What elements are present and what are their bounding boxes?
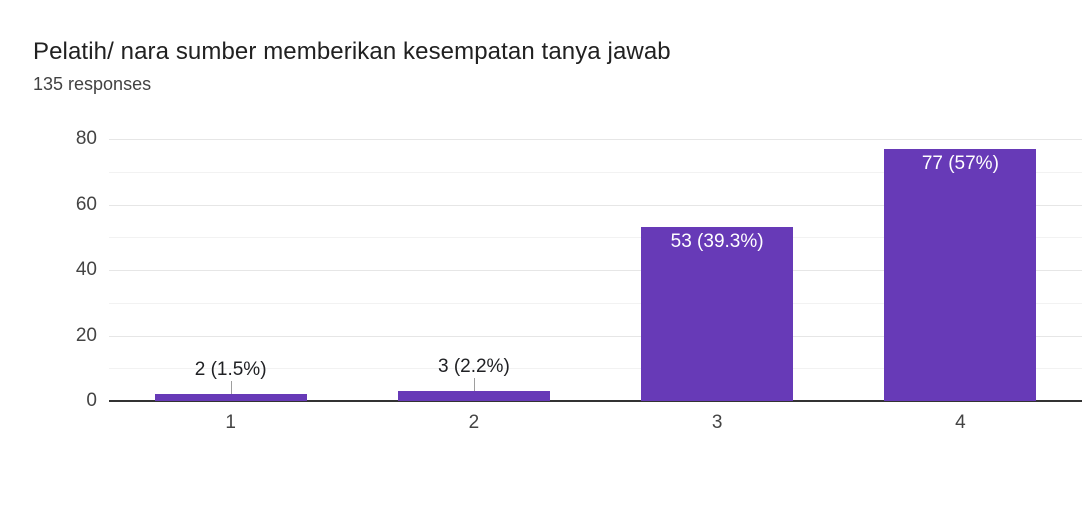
y-axis-tick-label: 60 xyxy=(75,193,97,215)
y-axis-tick-label: 40 xyxy=(75,259,97,280)
bar-category-1[interactable] xyxy=(154,394,307,401)
major-gridline xyxy=(109,139,1082,140)
bar-value-label: 2 (1.5%) xyxy=(194,359,267,380)
major-gridline xyxy=(109,204,1082,206)
minor-gridline xyxy=(109,302,1082,304)
y-axis-tick-label: 20 xyxy=(75,324,97,346)
bar-value-label: 3 (2.2%) xyxy=(437,356,510,377)
bar-category-4[interactable] xyxy=(884,149,1037,401)
question-title: Pelatih/ nara sumber memberikan kesempat… xyxy=(33,38,671,65)
responses-count: 135 responses xyxy=(33,74,152,94)
bar-category-3[interactable] xyxy=(641,227,794,401)
x-axis-tick-label: 4 xyxy=(955,412,966,433)
x-axis-baseline xyxy=(109,400,1082,402)
x-axis-tick-label: 2 xyxy=(468,412,480,433)
y-axis-tick-label: 80 xyxy=(75,128,97,149)
minor-gridline xyxy=(109,368,1082,370)
major-gridline xyxy=(109,335,1082,337)
minor-gridline xyxy=(109,171,1082,173)
minor-gridline xyxy=(109,237,1082,239)
bar-value-label: 77 (57%) xyxy=(921,153,999,174)
annotation-leader-line xyxy=(473,378,475,391)
annotation-leader-line xyxy=(230,381,232,394)
x-axis-tick-label: 3 xyxy=(711,412,723,433)
bar-value-label: 53 (39.3%) xyxy=(670,231,764,252)
x-axis-tick-label: 1 xyxy=(225,412,236,433)
bar-category-2[interactable] xyxy=(397,391,550,401)
major-gridline xyxy=(109,270,1082,271)
y-axis-tick-label: 0 xyxy=(86,390,97,411)
